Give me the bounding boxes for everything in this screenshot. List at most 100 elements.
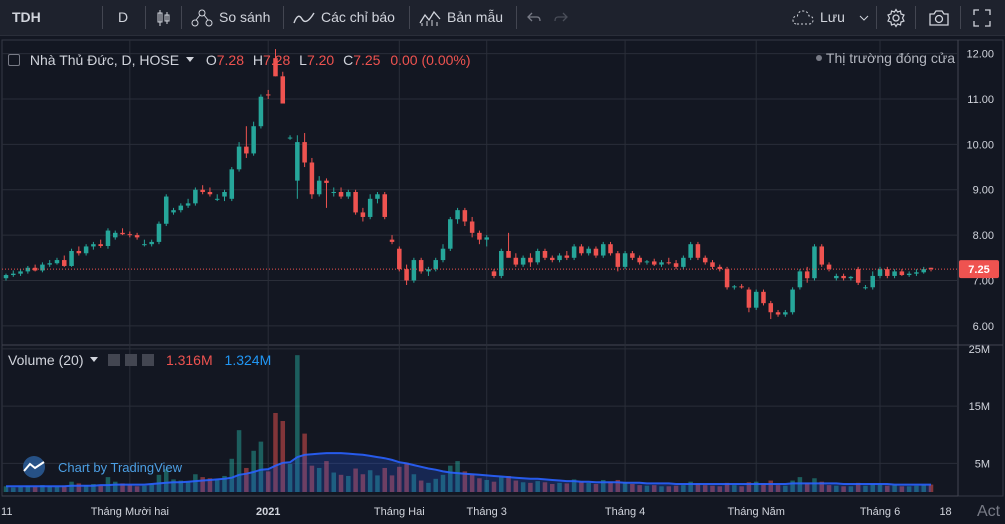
indicators-button[interactable]: Các chỉ báo bbox=[293, 0, 395, 35]
candle-body bbox=[885, 269, 890, 276]
fullscreen-button[interactable] bbox=[972, 0, 992, 35]
volume-label[interactable]: Volume (20) bbox=[8, 352, 84, 368]
candle-body bbox=[622, 253, 628, 267]
market-status-text: Thị trường đóng cửa bbox=[825, 50, 955, 66]
volume-bar bbox=[520, 482, 526, 492]
candle-body bbox=[302, 142, 307, 163]
time-tick-label: Tháng 3 bbox=[467, 506, 507, 518]
settings-button[interactable] bbox=[886, 0, 906, 35]
compare-button[interactable]: So sánh bbox=[191, 0, 270, 35]
chart-style-button[interactable] bbox=[155, 0, 171, 35]
candle-body bbox=[149, 241, 154, 245]
toolbar-divider bbox=[409, 6, 410, 29]
candle-body bbox=[921, 269, 926, 273]
volume-bar bbox=[404, 462, 409, 492]
volume-bar bbox=[637, 485, 642, 492]
symbol-search-button[interactable]: TDH bbox=[12, 0, 41, 35]
volume-bar bbox=[200, 477, 205, 492]
series-legend: Nhà Thủ Đức, D, HOSE O7.28 H7.28 L7.20 C… bbox=[8, 52, 471, 68]
volume-bar bbox=[855, 482, 861, 492]
market-status: Thị trường đóng cửa bbox=[815, 50, 955, 66]
volume-bar bbox=[775, 485, 781, 492]
tradingview-watermark[interactable]: Chart by TradingView bbox=[18, 456, 182, 478]
candle-body bbox=[178, 205, 184, 211]
volume-bar bbox=[426, 482, 431, 492]
settings-icon[interactable] bbox=[125, 354, 138, 366]
open-value: 7.28 bbox=[216, 52, 244, 68]
candle-body bbox=[40, 264, 45, 271]
candles-icon bbox=[157, 9, 170, 26]
volume-bar bbox=[382, 467, 387, 492]
volume-bar bbox=[768, 480, 774, 492]
candle-body bbox=[513, 257, 519, 265]
redo-button[interactable] bbox=[553, 0, 569, 35]
open-label: O bbox=[205, 52, 217, 68]
candle-body bbox=[273, 58, 278, 77]
hide-series-button[interactable] bbox=[8, 54, 20, 66]
close-icon[interactable] bbox=[142, 354, 155, 366]
volume-bar bbox=[62, 485, 67, 492]
interval-label: D bbox=[118, 9, 129, 25]
volume-bar bbox=[630, 483, 635, 492]
camera-icon bbox=[929, 9, 949, 26]
undo-icon bbox=[527, 12, 541, 21]
caret-down-icon[interactable] bbox=[90, 357, 99, 363]
candle-body bbox=[411, 260, 417, 281]
candle-body bbox=[324, 180, 329, 183]
save-button[interactable]: Lưu bbox=[792, 0, 869, 35]
candle-body bbox=[469, 221, 475, 233]
candle-body bbox=[593, 248, 599, 256]
candle-body bbox=[47, 263, 52, 265]
interval-button[interactable]: D bbox=[118, 0, 128, 35]
candle-body bbox=[389, 239, 395, 242]
candle-body bbox=[673, 263, 679, 267]
status-dot-icon bbox=[815, 55, 822, 61]
price-tick-label: 6.00 bbox=[973, 321, 994, 333]
candle-body bbox=[309, 162, 315, 195]
candle-body bbox=[717, 266, 723, 270]
fullscreen-icon bbox=[973, 8, 991, 27]
templates-button[interactable]: Bản mẫu bbox=[419, 0, 503, 35]
compare-label: So sánh bbox=[219, 9, 271, 25]
caret-down-icon[interactable] bbox=[185, 57, 194, 63]
volume-bar bbox=[819, 481, 825, 492]
volume-bar bbox=[724, 482, 730, 492]
eye-icon[interactable] bbox=[108, 354, 121, 366]
candle-body bbox=[819, 246, 825, 265]
candle-body bbox=[418, 260, 424, 272]
volume-bar bbox=[207, 478, 213, 492]
redo-icon bbox=[554, 12, 568, 21]
candle-body bbox=[440, 248, 446, 261]
volume-bar bbox=[54, 486, 60, 492]
volume-bar bbox=[455, 461, 460, 492]
time-tick-label: Tháng Mười hai bbox=[91, 506, 169, 518]
volume-bar bbox=[579, 481, 584, 492]
volume-tick-label: 15M bbox=[969, 401, 990, 413]
candle-body bbox=[550, 257, 555, 261]
volume-bar bbox=[928, 484, 934, 492]
candle-body bbox=[69, 250, 74, 266]
candle-body bbox=[666, 262, 672, 264]
snapshot-button[interactable] bbox=[928, 0, 950, 35]
symbol-name[interactable]: Nhà Thủ Đức, D, HOSE bbox=[29, 52, 180, 68]
candle-body bbox=[600, 244, 606, 256]
volume-bar bbox=[295, 355, 300, 492]
toolbar-divider bbox=[181, 6, 182, 29]
candle-body bbox=[637, 257, 642, 263]
candle-body bbox=[812, 246, 817, 279]
candle-body bbox=[804, 271, 810, 279]
last-price-label: 7.25 bbox=[968, 264, 989, 276]
volume-bar bbox=[25, 485, 31, 492]
volume-bar bbox=[651, 485, 657, 492]
volume-bar bbox=[564, 483, 570, 492]
candle-body bbox=[710, 262, 715, 267]
volume-bar bbox=[681, 485, 686, 492]
change-value: 0.00 (0.00%) bbox=[390, 52, 471, 68]
volume-bar bbox=[528, 482, 533, 492]
candle-body bbox=[214, 198, 220, 200]
candle-body bbox=[848, 276, 854, 279]
candle-body bbox=[746, 289, 752, 308]
undo-button[interactable] bbox=[526, 0, 542, 35]
close-value: 7.25 bbox=[353, 52, 381, 68]
